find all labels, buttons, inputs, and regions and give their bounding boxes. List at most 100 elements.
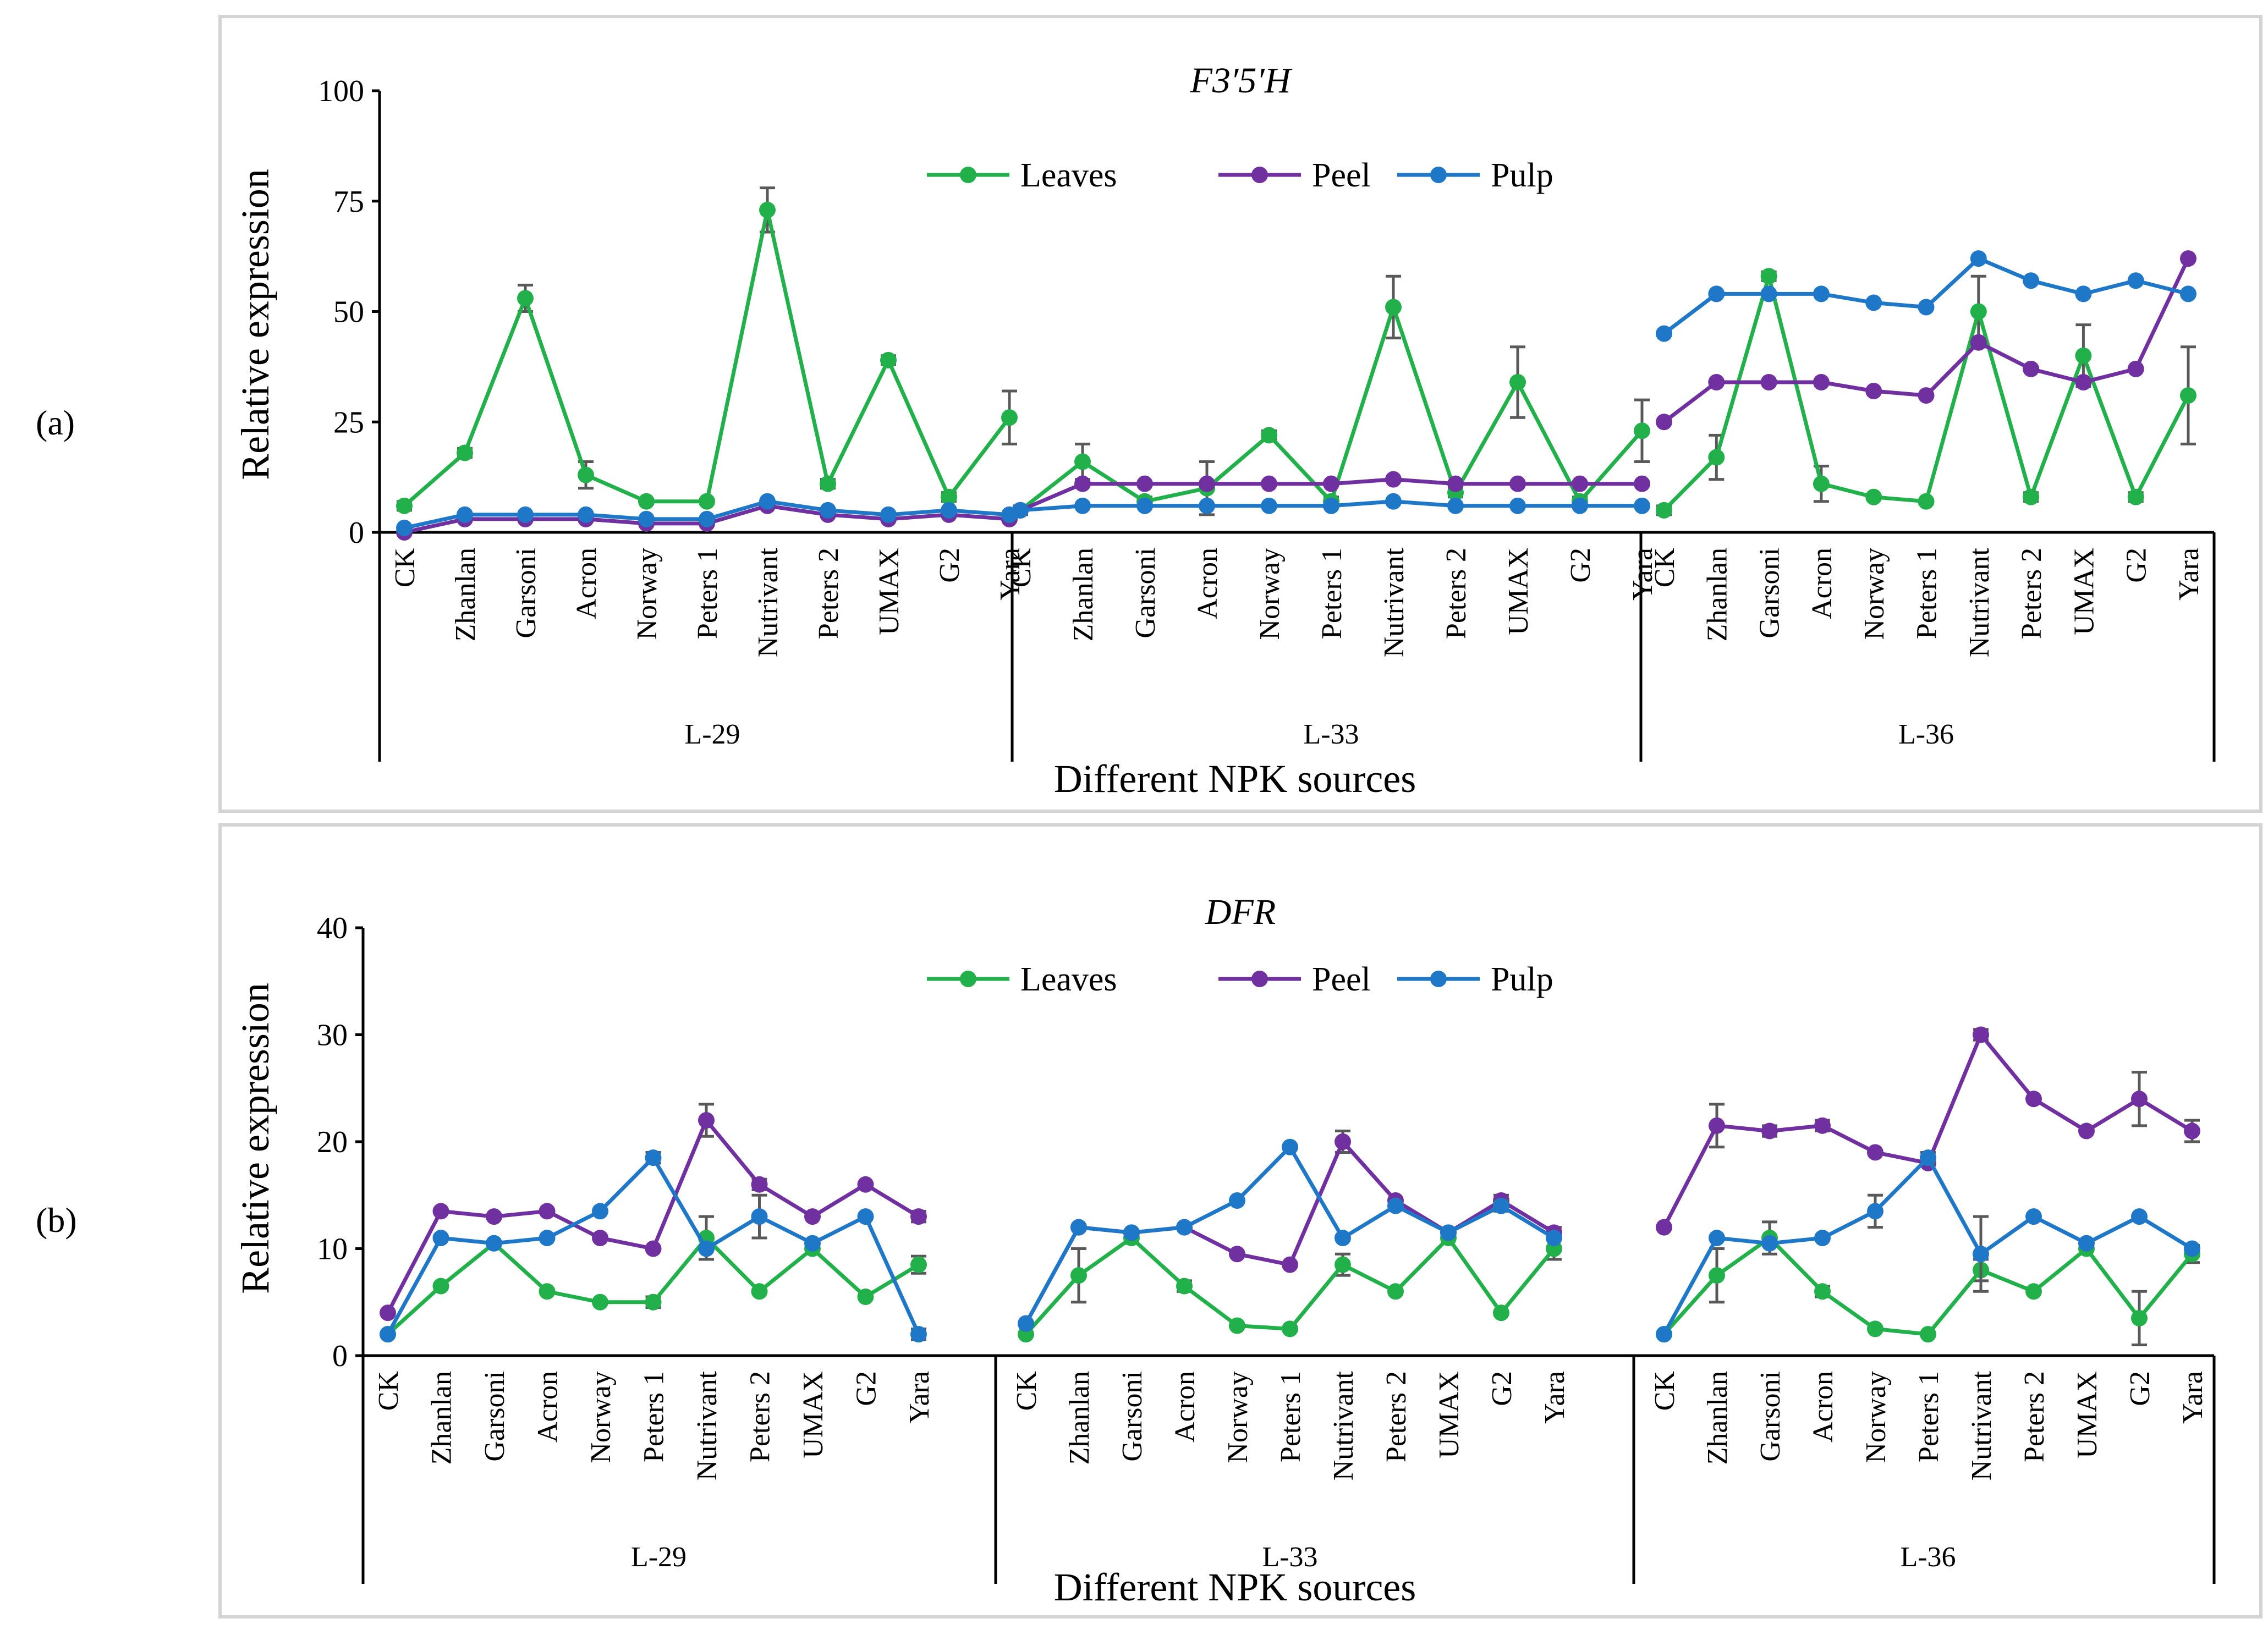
p1-pulp-point	[1123, 1224, 1140, 1241]
p0-x-tick-label: Norway	[1254, 548, 1286, 640]
panel-a-y-axis-title: Relative expression	[233, 169, 277, 480]
p0-pulp-point	[1136, 497, 1153, 514]
panel-a-plot: 0 25 50 75 100 CK Zhanlan Garsoni Acron Norway Pet…	[318, 74, 2216, 762]
p1-x-tick-label: Garsoni	[479, 1371, 510, 1462]
p1-peel-point	[1229, 1246, 1245, 1263]
p0-group-label: L-36	[1898, 719, 1954, 750]
p0-x-tick-label: Peters 2	[813, 548, 844, 639]
p0-leaves-point	[1970, 303, 1987, 320]
p0-pulp-point	[1323, 497, 1339, 514]
p0-group-label: L-29	[684, 719, 740, 750]
p0-pulp-point	[1199, 497, 1215, 514]
panel-a: (a) F3′5′H Relative expression Different…	[36, 15, 2262, 813]
p0-leaves-point	[1813, 475, 1830, 492]
p0-y-tick-label: 100	[318, 74, 364, 108]
p1-pulp-point	[1440, 1224, 1457, 1241]
p0-leaves-point	[1261, 427, 1277, 444]
p1-x-tick-label: UMAX	[798, 1371, 829, 1458]
p1-pulp-point	[1814, 1230, 1831, 1247]
p0-leaves-point	[1656, 502, 1672, 519]
p1-pulp-point	[1973, 1246, 1989, 1263]
p1-peel-point	[645, 1240, 662, 1257]
p1-pulp-point	[1867, 1203, 1883, 1220]
p1-peel-point	[857, 1176, 874, 1193]
p0-x-tick-label: UMAX	[874, 548, 905, 635]
p1-pulp-point	[539, 1230, 556, 1247]
p1-group-label: L-36	[1900, 1542, 1956, 1573]
p1-leaves-point	[539, 1283, 556, 1300]
p1-x-tick-label: Acron	[1169, 1371, 1201, 1443]
p1-peel-point	[1282, 1256, 1298, 1273]
p0-leaves-point	[759, 201, 776, 218]
p1-x-tick-label: Zhanlan	[1702, 1371, 1733, 1465]
p1-x-tick-label: Zhanlan	[426, 1371, 458, 1465]
p0-y-tick-label: 0	[349, 516, 364, 550]
p0-leaves-point	[1865, 488, 1882, 505]
p1-leaves-point	[645, 1293, 662, 1311]
p1-leaves-point	[1229, 1317, 1245, 1334]
p1-y-tick-label: 20	[317, 1125, 348, 1159]
p0-pulp-point	[1865, 294, 1882, 311]
p1-x-tick-label: G2	[2124, 1371, 2156, 1406]
p1-leaves-point	[1070, 1267, 1087, 1284]
p1-peel-point	[1973, 1026, 1989, 1043]
p0-leaves-point	[1509, 373, 1526, 390]
p1-pulp-point	[1229, 1192, 1245, 1209]
panel-b-plot: 0 10 20 30 40 CK Zhanlan Garsoni Acron Norway Pete…	[317, 911, 2216, 1584]
p1-peel-point	[804, 1208, 821, 1225]
p0-pulp-point	[2075, 285, 2092, 302]
p0-pulp-point	[517, 506, 534, 523]
p0-pulp-point	[1509, 497, 1526, 514]
panel-b: (b) DFR Relative expression Different NP…	[36, 823, 2262, 1619]
p0-peel-point	[1760, 373, 1777, 390]
p1-pulp-point	[1709, 1230, 1725, 1247]
p1-pulp-point	[432, 1230, 449, 1247]
p0-x-tick-label: Acron	[1806, 548, 1838, 619]
p0-leaves-point	[1074, 453, 1091, 470]
p1-leaves-point	[432, 1278, 449, 1295]
p0-leaves-point	[699, 493, 715, 510]
p1-x-tick-label: Peters 1	[639, 1371, 670, 1462]
p0-pulp-point	[1447, 497, 1464, 514]
p1-pulp-point	[1546, 1230, 1562, 1247]
panel-a-x-axis-title: Different NPK sources	[1054, 757, 1416, 801]
p1-legend-label-peel: Peel	[1312, 961, 1371, 998]
p0-leaves-point	[1634, 422, 1650, 439]
p1-peel-point	[2025, 1091, 2042, 1108]
p0-peel-point	[1509, 475, 1526, 492]
p0-pulp-point	[2127, 272, 2144, 289]
p1-x-tick-label: G2	[851, 1371, 882, 1406]
p0-peel-point	[1572, 475, 1588, 492]
p1-x-tick-label: Norway	[585, 1371, 617, 1463]
p0-legend-marker-leaves	[960, 167, 976, 183]
p1-x-tick-label: Nutrivant	[1328, 1370, 1359, 1480]
p0-leaves-point	[941, 488, 957, 505]
p0-leaves-point	[880, 351, 897, 368]
p1-pulp-point	[1656, 1326, 1672, 1343]
p0-leaves-point	[820, 475, 836, 492]
p1-pulp-point	[1070, 1219, 1087, 1236]
p1-leaves-point	[751, 1283, 768, 1300]
panel-a-label: (a)	[36, 403, 75, 442]
p0-x-tick-label: Peters 1	[692, 548, 723, 639]
p0-leaves-point	[2180, 387, 2196, 404]
p0-x-tick-label: Peters 1	[1912, 548, 1943, 639]
p1-x-tick-label: G2	[1486, 1371, 1518, 1406]
p1-x-tick-label: Peters 2	[745, 1371, 776, 1462]
p1-peel-point	[1761, 1122, 1778, 1139]
p1-x-tick-label: Peters 1	[1913, 1371, 1945, 1462]
p1-x-tick-label: CK	[373, 1371, 404, 1411]
p1-y-tick-label: 30	[317, 1019, 348, 1053]
p0-peel-point	[1656, 414, 1672, 431]
p0-peel-point	[1918, 387, 1935, 404]
p0-pulp-point	[1012, 502, 1029, 519]
p1-group-label: L-29	[631, 1542, 687, 1573]
p1-leaves-point	[1709, 1267, 1725, 1284]
p0-pulp-point	[1656, 325, 1672, 342]
p0-leaves-point	[578, 466, 594, 483]
p1-pulp-point	[1018, 1315, 1034, 1332]
p1-peel-point	[751, 1176, 768, 1193]
p0-leaves-point	[457, 444, 473, 461]
p0-leaves-point	[1708, 449, 1725, 466]
